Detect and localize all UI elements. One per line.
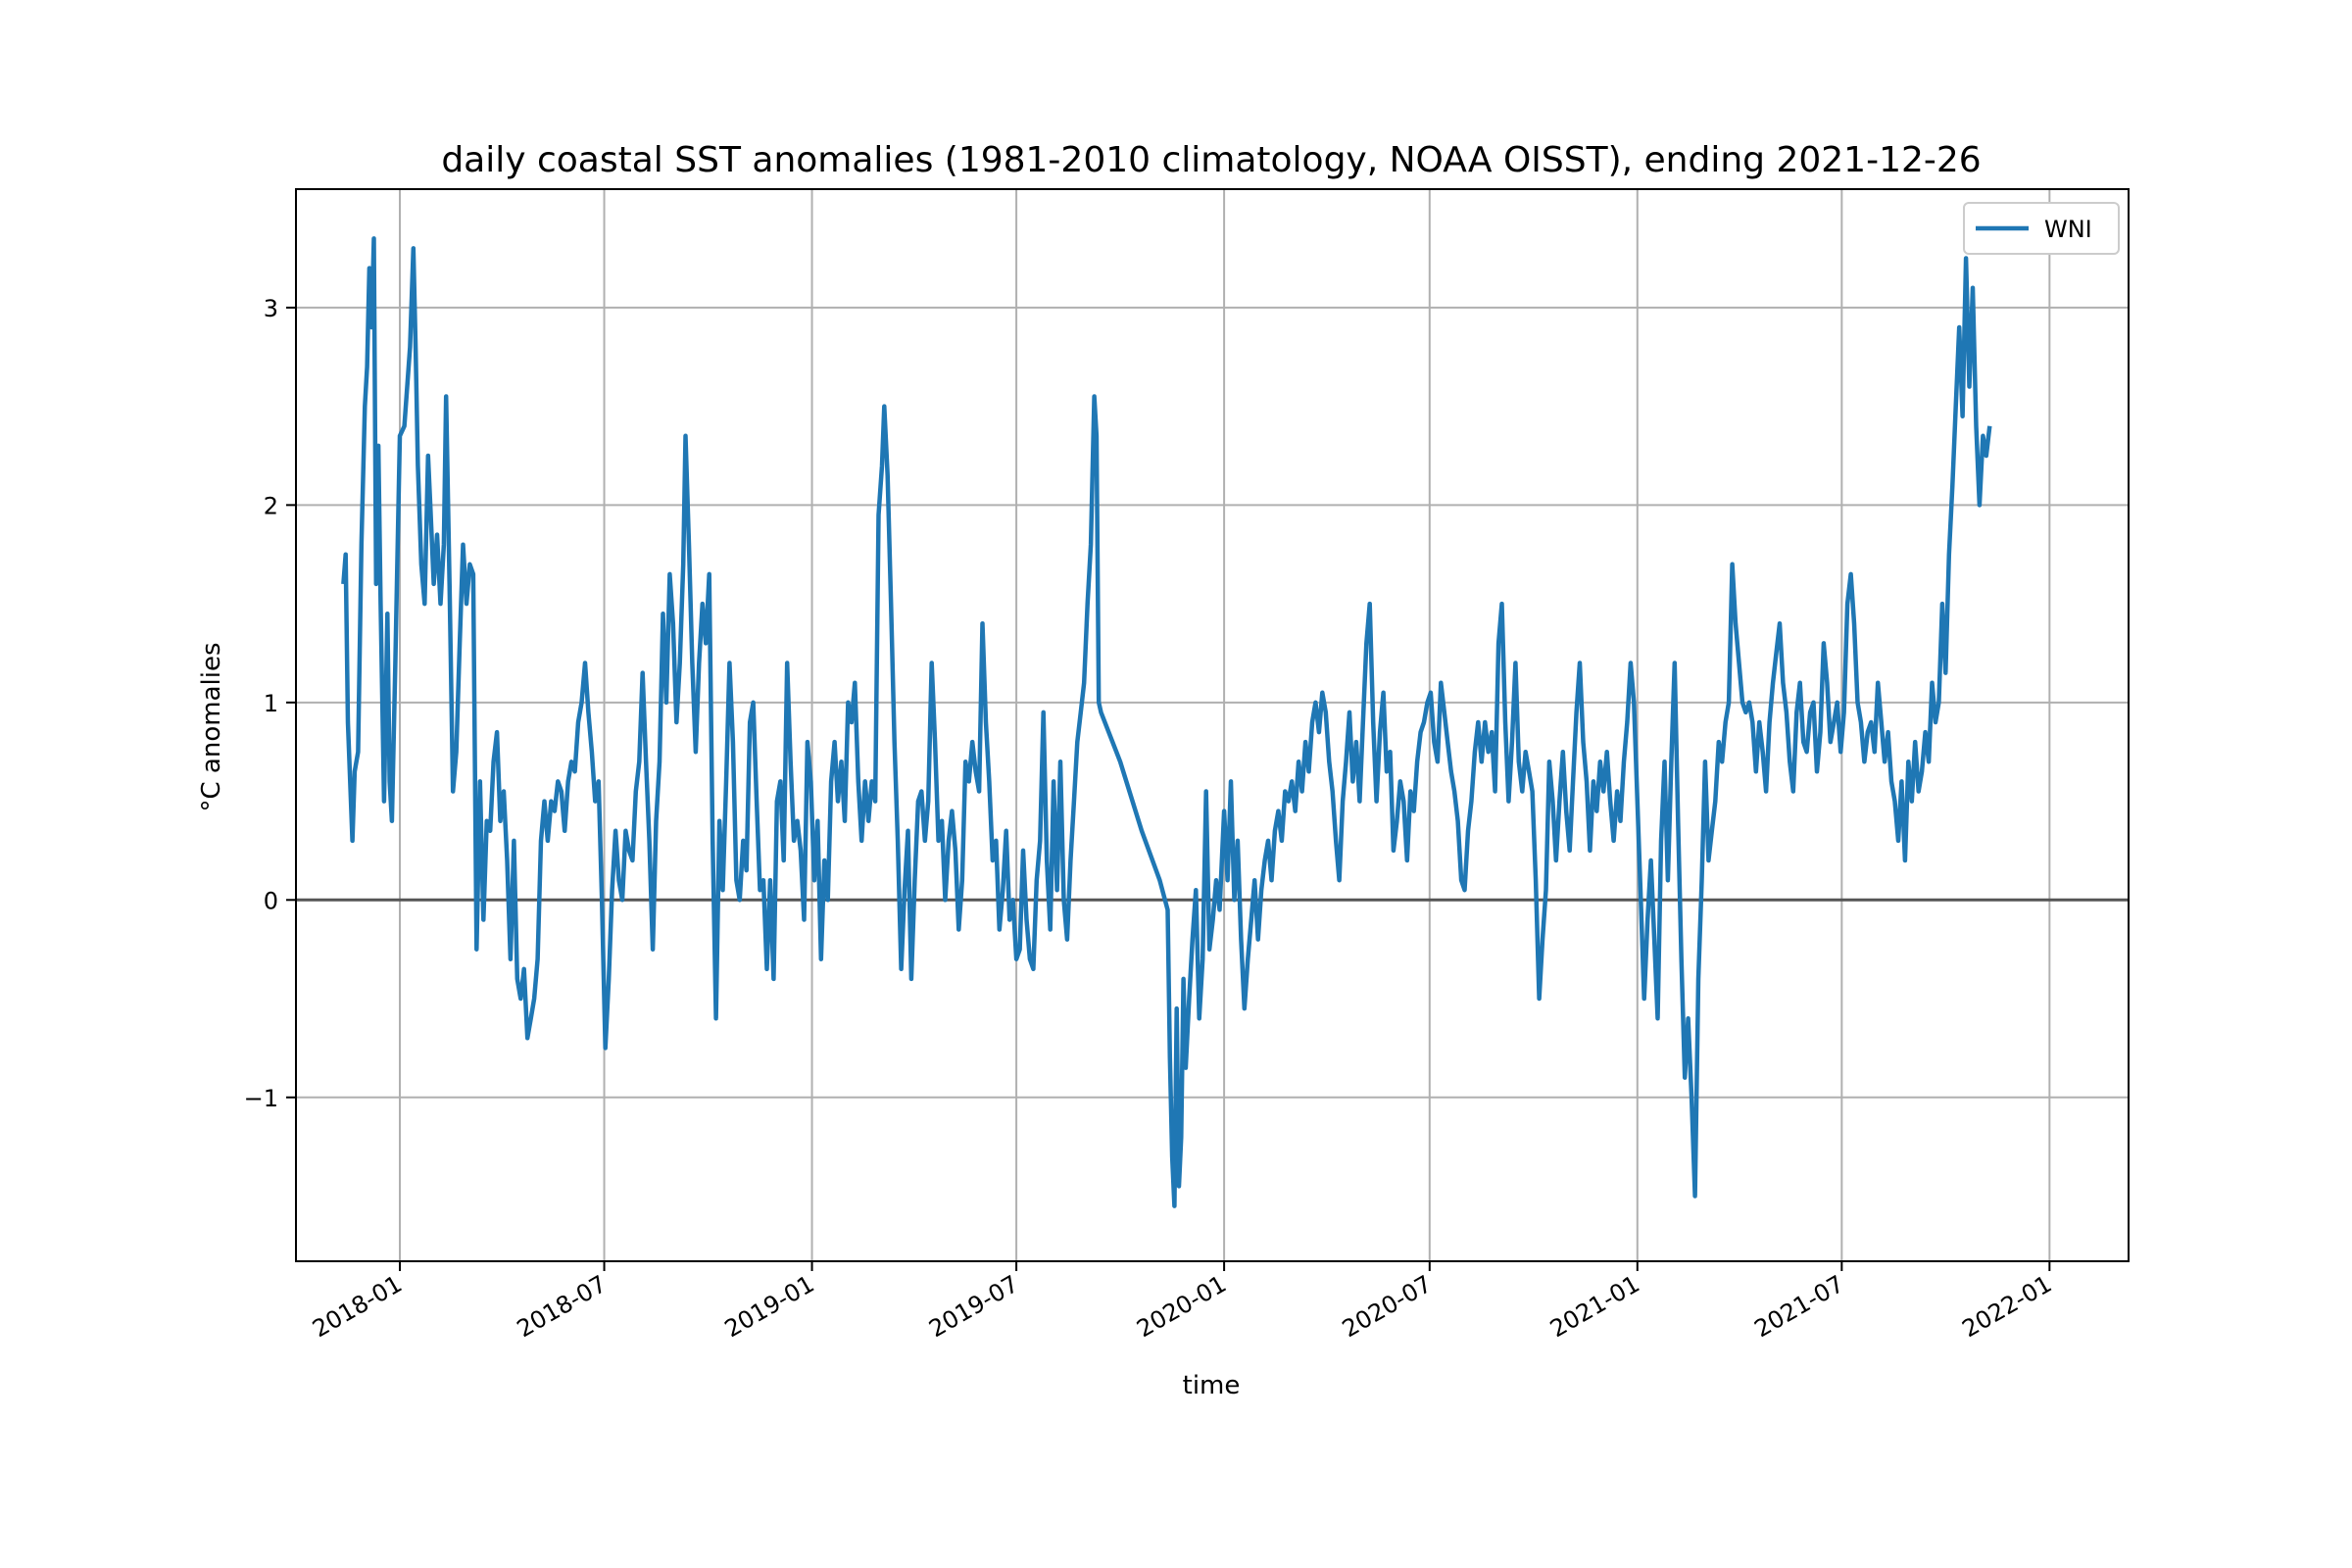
chart-title: daily coastal SST anomalies (1981-2010 c… — [441, 140, 1981, 180]
x-axis-label: time — [1183, 1371, 1241, 1400]
y-tick-label: 3 — [264, 295, 278, 322]
series-layer — [341, 236, 1992, 1208]
y-axis-label: °C anomalies — [197, 643, 226, 812]
y-tick-label: −1 — [244, 1085, 278, 1112]
legend-label-wni: WNI — [2044, 216, 2092, 243]
y-axis-ticks: −1 0 1 2 3 — [244, 295, 296, 1112]
plot-area-frame — [295, 188, 2130, 1262]
y-tick-label: 0 — [264, 887, 278, 914]
legend-box — [1963, 202, 2120, 255]
legend: WNI — [1963, 202, 2120, 255]
y-tick-label: 2 — [264, 492, 278, 519]
y-tick-label: 1 — [264, 690, 278, 717]
series-line-wni — [341, 236, 1992, 1208]
